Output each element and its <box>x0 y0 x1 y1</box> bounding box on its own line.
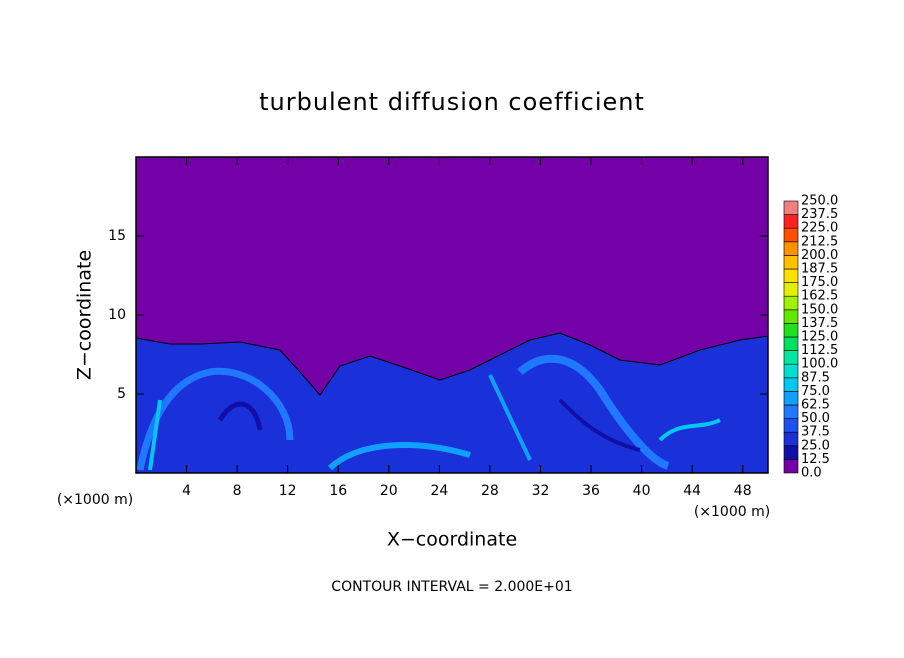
x-tick-label: 12 <box>279 483 297 499</box>
colorbar-segment <box>783 295 799 311</box>
x-tick-label: 48 <box>734 483 752 499</box>
colorbar-label: 212.5 <box>801 234 838 249</box>
colorbar-segment <box>783 363 799 379</box>
x-tick-label: 40 <box>633 483 651 499</box>
x-tick-label: 16 <box>329 483 347 499</box>
colorbar-segment <box>783 255 799 270</box>
field <box>135 157 769 474</box>
colorbar-segment <box>783 282 799 297</box>
field-streak <box>488 374 532 461</box>
field-streak <box>148 399 162 471</box>
x-unit: (×1000 m) <box>694 504 770 520</box>
colorbar-segment <box>783 459 799 474</box>
colorbar-label: 100.0 <box>801 357 838 372</box>
colorbar-label: 175.0 <box>801 275 838 290</box>
field-streak <box>327 442 471 471</box>
colorbar-segment <box>783 377 799 392</box>
note: CONTOUR INTERVAL = 2.000E+01 <box>331 579 572 595</box>
colorbar-label: 125.0 <box>801 330 838 345</box>
colorbar-label: 200.0 <box>801 248 838 263</box>
colorbar-label: 237.5 <box>801 207 838 222</box>
y-tick-label: 10 <box>108 307 126 323</box>
y-tick-label: 15 <box>108 228 126 244</box>
colorbar-segment <box>783 391 799 406</box>
colorbar-label: 75.0 <box>801 384 830 399</box>
x-tick-label: 8 <box>233 483 242 499</box>
colorbar-label: 0.0 <box>801 466 822 481</box>
colorbar-label: 112.5 <box>801 343 838 358</box>
colorbar-label: 137.5 <box>801 316 838 331</box>
colorbar-segment <box>783 336 799 351</box>
colorbar-label: 50.0 <box>801 411 830 426</box>
x-tick-label: 32 <box>532 483 550 499</box>
x-tick-label: 4 <box>182 483 191 499</box>
x-tick-label: 20 <box>380 483 398 499</box>
colorbar-label: 62.5 <box>801 398 830 413</box>
colorbar-label: 187.5 <box>801 262 838 277</box>
colorbar-label: 25.0 <box>801 438 830 453</box>
colorbar-segment <box>783 431 799 447</box>
colorbar-label: 162.5 <box>801 289 838 304</box>
colorbar-segment <box>783 323 799 338</box>
chart-title: turbulent diffusion coefficient <box>259 88 645 116</box>
colorbar-segment <box>783 241 799 256</box>
y-axis-label: Z−coordinate <box>74 250 96 380</box>
colorbar-label: 225.0 <box>801 221 838 236</box>
colorbar-label: 87.5 <box>801 370 830 385</box>
colorbar-segment <box>783 309 799 324</box>
field-streak <box>558 398 641 452</box>
colorbar-segment <box>783 404 799 419</box>
colorbar-segment <box>783 214 799 229</box>
x-tick-label: 36 <box>582 483 600 499</box>
colorbar-label: 12.5 <box>801 452 830 467</box>
field-streak <box>658 418 721 442</box>
colorbar-segment <box>783 350 799 365</box>
colorbar-label: 37.5 <box>801 425 830 440</box>
y-unit: (×1000 m) <box>57 492 133 508</box>
colorbar-segment <box>783 268 799 283</box>
x-tick-label: 44 <box>683 483 701 499</box>
colorbar-segment <box>783 418 799 433</box>
x-tick-label: 24 <box>430 483 448 499</box>
x-axis-label: X−coordinate <box>387 529 517 551</box>
colorbar-segment <box>783 227 799 243</box>
colorbar-segment <box>783 445 799 460</box>
field-streak <box>517 354 670 470</box>
x-tick-label: 28 <box>481 483 499 499</box>
field-streak <box>136 367 294 471</box>
y-tick-label: 5 <box>117 386 126 402</box>
colorbar-label: 250.0 <box>801 194 838 209</box>
colorbar-segment <box>783 200 799 215</box>
field-streak <box>217 401 263 431</box>
colorbar-label: 150.0 <box>801 302 838 317</box>
